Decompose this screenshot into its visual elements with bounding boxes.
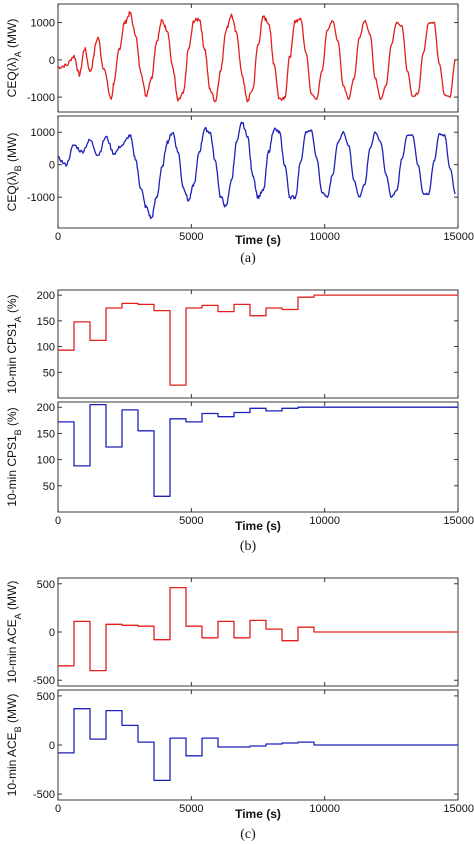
panel-caption: (c): [240, 827, 256, 842]
subplot-a: -1000 0 1000 CEQ(λ)A (MW): [5, 3, 459, 113]
y-tick-label: 150: [37, 316, 55, 328]
y-tick-label: 500: [37, 691, 55, 703]
y-axis-label: 10-min ACEA (MW): [5, 581, 23, 684]
y-axis-label: 10-min ACEB (MW): [5, 694, 23, 797]
y-axis-label-unit: (%): [5, 294, 19, 316]
y-axis-label: CEQ(λ)B (MW): [5, 133, 23, 212]
data-series-line: [58, 294, 458, 386]
y-tick-label: 200: [37, 290, 55, 302]
subplot-a: -500 0 500 10-min ACEA (MW): [5, 577, 459, 687]
x-tick-label: 0: [55, 803, 61, 815]
x-tick-label: 10000: [309, 803, 340, 815]
data-series-line: [57, 121, 456, 220]
y-axis-label-unit: (%): [5, 407, 19, 429]
y-axis-label-unit: (MW): [5, 581, 19, 614]
y-tick-label: 200: [37, 402, 55, 414]
y-tick-label: 0: [49, 740, 55, 752]
panel-caption: (a): [240, 251, 256, 266]
x-tick-label: 0: [55, 515, 61, 527]
y-tick-label: -500: [33, 675, 55, 687]
y-axis-label-subscript: B: [13, 726, 23, 732]
y-axis-label-subscript: B: [13, 429, 23, 435]
y-tick-label: 1000: [31, 127, 55, 139]
x-tick-label: 10000: [309, 231, 340, 243]
y-tick-label: 50: [43, 481, 55, 493]
y-axis-label: 10-min CPS1A (%): [5, 294, 23, 393]
subplot-b: -500 0 500 10-min ACEB (MW): [5, 689, 459, 801]
data-series-line: [58, 586, 458, 672]
x-tick-label: 5000: [179, 231, 203, 243]
y-tick-label: 500: [37, 579, 55, 591]
subplot-a: 50 100 150 200 10-min CPS1A (%): [5, 289, 459, 399]
y-tick-label: 0: [49, 627, 55, 639]
y-tick-label: 1000: [31, 18, 55, 30]
x-tick-label: 5000: [179, 515, 203, 527]
panel-caption: (b): [240, 539, 257, 554]
x-tick-label: 15000: [443, 515, 474, 527]
y-axis-label: CEQ(λ)A (MW): [5, 19, 23, 98]
x-tick-label: 5000: [179, 803, 203, 815]
y-tick-label: 100: [37, 455, 55, 467]
x-axis-label: Time (s): [235, 233, 281, 247]
y-tick-label: 100: [37, 342, 55, 354]
plot-frame: [57, 115, 459, 229]
y-axis-label-subscript: A: [13, 51, 23, 57]
y-axis-label-main: 10-min CPS1: [5, 322, 19, 394]
x-tick-label: 15000: [443, 231, 474, 243]
y-axis-label-subscript: A: [13, 316, 23, 322]
y-axis-label-unit: (MW): [5, 133, 19, 166]
y-axis-label-main: CEQ(λ): [5, 57, 19, 97]
subplot-b: -1000 0 1000 CEQ(λ)B (MW): [5, 115, 459, 229]
x-tick-label: 10000: [309, 515, 340, 527]
y-tick-label: -1000: [27, 192, 55, 204]
y-tick-label: 150: [37, 428, 55, 440]
x-tick-label: 15000: [443, 803, 474, 815]
data-series-line: [57, 11, 456, 103]
y-tick-label: -500: [33, 789, 55, 801]
data-series-line: [58, 708, 458, 782]
y-tick-label: 0: [49, 160, 55, 172]
y-axis-label: 10-min CPS1B (%): [5, 407, 23, 506]
y-tick-label: 50: [43, 367, 55, 379]
x-tick-label: 0: [55, 231, 61, 243]
subplot-b: 50 100 150 200 10-min CPS1B (%): [5, 401, 459, 513]
plot-frame: [57, 3, 459, 113]
y-axis-label-main: 10-min CPS1: [5, 435, 19, 507]
y-axis-label-subscript: B: [13, 165, 23, 171]
plot-frame: [57, 401, 459, 513]
y-axis-label-main: CEQ(λ): [5, 171, 19, 211]
y-axis-label-unit: (MW): [5, 694, 19, 727]
y-axis-label-subscript: A: [13, 613, 23, 619]
data-series-line: [58, 403, 458, 497]
y-tick-label: 0: [49, 55, 55, 67]
x-axis-label: Time (s): [235, 519, 281, 533]
plot-frame: [57, 289, 459, 399]
y-axis-label-unit: (MW): [5, 19, 19, 52]
y-tick-label: -1000: [27, 92, 55, 104]
y-axis-label-main: 10-min ACE: [5, 619, 19, 683]
x-axis-label: Time (s): [235, 807, 281, 821]
y-axis-label-main: 10-min ACE: [5, 732, 19, 796]
